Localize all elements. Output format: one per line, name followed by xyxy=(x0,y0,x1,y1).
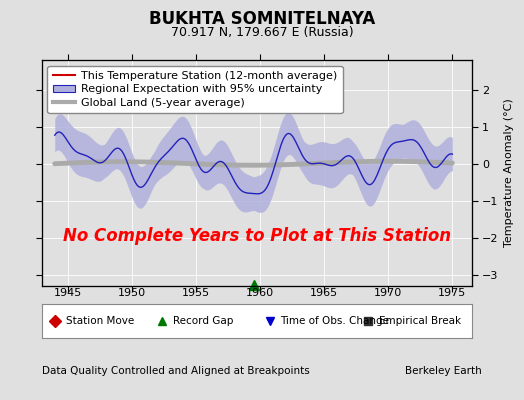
Legend: This Temperature Station (12-month average), Regional Expectation with 95% uncer: This Temperature Station (12-month avera… xyxy=(48,66,343,113)
Text: Station Move: Station Move xyxy=(66,316,134,326)
Text: 1950: 1950 xyxy=(118,288,146,298)
Text: Record Gap: Record Gap xyxy=(173,316,233,326)
Text: Empirical Break: Empirical Break xyxy=(379,316,461,326)
Text: 1955: 1955 xyxy=(182,288,210,298)
Text: Time of Obs. Change: Time of Obs. Change xyxy=(280,316,389,326)
Text: 1960: 1960 xyxy=(246,288,274,298)
Text: 1970: 1970 xyxy=(374,288,402,298)
Text: Berkeley Earth: Berkeley Earth xyxy=(406,366,482,376)
Text: 1975: 1975 xyxy=(438,288,466,298)
Text: 70.917 N, 179.667 E (Russia): 70.917 N, 179.667 E (Russia) xyxy=(171,26,353,39)
Text: Data Quality Controlled and Aligned at Breakpoints: Data Quality Controlled and Aligned at B… xyxy=(42,366,310,376)
Y-axis label: Temperature Anomaly (°C): Temperature Anomaly (°C) xyxy=(504,99,514,247)
Text: 1965: 1965 xyxy=(310,288,338,298)
Text: No Complete Years to Plot at This Station: No Complete Years to Plot at This Statio… xyxy=(63,227,451,245)
Text: BUKHTA SOMNITELNAYA: BUKHTA SOMNITELNAYA xyxy=(149,10,375,28)
Text: 1945: 1945 xyxy=(53,288,82,298)
